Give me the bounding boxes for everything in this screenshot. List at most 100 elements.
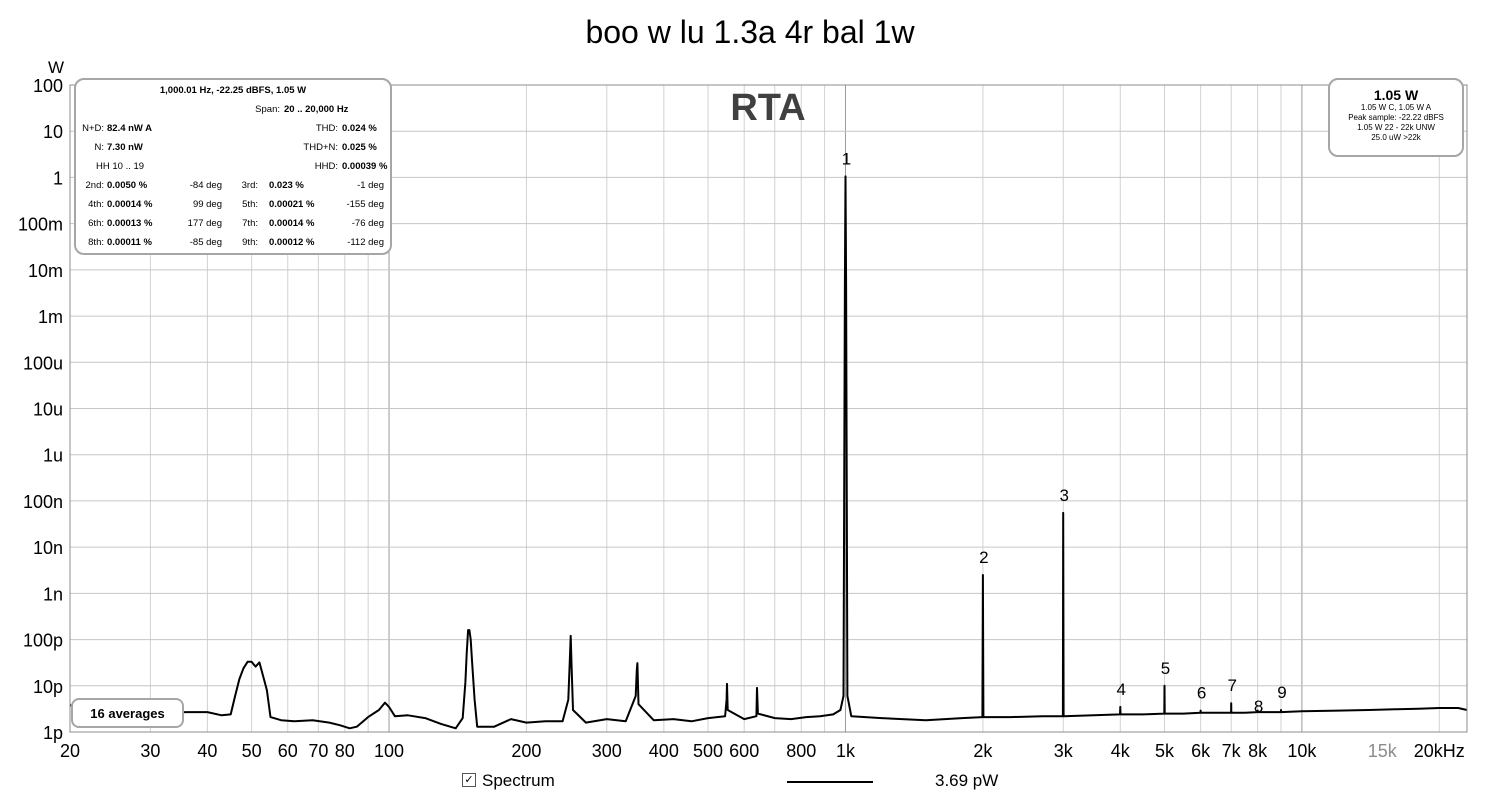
y-tick-label: 100m [18, 215, 63, 235]
x-tick-label: 200 [511, 741, 541, 761]
y-tick-label: 1m [38, 307, 63, 327]
y-tick-label: 10m [28, 261, 63, 281]
harmonic-d1: 177 deg [187, 218, 222, 229]
plot-frame [69, 84, 1468, 733]
harmonic-d2: -155 deg [346, 199, 384, 210]
harmonic-d1: -84 deg [189, 180, 222, 191]
harmonic-v1: 0.0050 % [107, 180, 148, 191]
y-tick-label: 1u [43, 446, 63, 466]
legend-cursor-value: 3.69 pW [935, 771, 999, 790]
y-tick-label: 100u [23, 353, 63, 373]
harmonic-row: 2nd: 0.0050 % -84 deg 3rd: 0.023 % -1 deg [76, 177, 390, 195]
n-value: 7.30 nW [107, 142, 143, 153]
x-axis-ticks: 20 30 40 50 60 70 80 100 200 300 400 500 600 800 1k 2k 3… [60, 741, 1465, 761]
harmonic-markers: 1 2 3 4 5 6 789 [842, 149, 1287, 715]
harmonic-v2: 0.00021 % [269, 199, 315, 210]
rta-watermark: RTA [730, 87, 805, 129]
harmonic-v2: 0.00012 % [269, 237, 315, 248]
x-tick-label: 30 [140, 741, 160, 761]
harmonic-marker-label: 6 [1197, 684, 1206, 703]
x-tick-label: 20 [60, 741, 80, 761]
harmonic-d2: -76 deg [351, 218, 384, 229]
x-tick-label: 7k [1222, 741, 1242, 761]
harmonic-l1: 6th: [88, 218, 104, 229]
y-tick-label: 1 [53, 168, 63, 188]
chart-title: boo w lu 1.3a 4r bal 1w [585, 14, 915, 50]
y-tick-label: 1p [43, 723, 63, 743]
spectrum-checkbox[interactable]: ✓ [462, 773, 476, 787]
level-unweighted: 1.05 W 22 - 22k UNW [1357, 123, 1435, 132]
thdn-label: THD+N: [303, 142, 338, 153]
spectrum-series-line [69, 175, 1468, 730]
x-tick-label: 100 [374, 741, 404, 761]
hhd-value: 0.00039 % [342, 161, 388, 172]
x-tick-label: 8k [1248, 741, 1268, 761]
harmonic-v1: 0.00014 % [107, 199, 153, 210]
x-tick-label: 400 [649, 741, 679, 761]
info-header: 1,000.01 Hz, -22.25 dBFS, 1.05 W [159, 85, 307, 96]
harmonic-marker-label: 7 [1227, 676, 1236, 695]
x-tick-label: 5k [1155, 741, 1175, 761]
level-peak-sample: Peak sample: -22.22 dBFS [1348, 113, 1444, 122]
y-unit-label: W [48, 58, 64, 77]
harmonic-v1: 0.00013 % [107, 218, 153, 229]
level-above-22k: 25.0 uW >22k [1371, 133, 1421, 142]
harmonic-row: 6th: 0.00013 % 177 deg 7th: 0.00014 % -76 deg [76, 215, 390, 233]
averages-badge: 16 averages [71, 698, 184, 728]
y-tick-label: 1n [43, 584, 63, 604]
x-tick-label: 4k [1111, 741, 1131, 761]
measurement-info-panel: 1,000.01 Hz, -22.25 dBFS, 1.05 W Span: 2… [74, 78, 392, 255]
y-tick-label: 10 [43, 122, 63, 142]
harmonic-l2: 7th: [242, 218, 258, 229]
x-tick-label: 800 [786, 741, 816, 761]
harmonic-l1: 2nd: [85, 180, 105, 191]
y-axis-ticks: 100 10 1 100m 10m 1m 100u 10u 1u 100n 10n 1n 100p 10p… [18, 76, 63, 743]
harmonic-d1: -85 deg [189, 237, 222, 248]
x-tick-label: 40 [197, 741, 217, 761]
span-value: 20 .. 20,000 Hz [284, 104, 349, 115]
x-tick-label: 50 [242, 741, 262, 761]
y-tick-label: 100 [33, 76, 63, 96]
x-tick-label: 2k [973, 741, 993, 761]
hh-label: HH 10 .. 19 [96, 161, 145, 172]
harmonic-l2: 9th: [242, 237, 258, 248]
level-main-value: 1.05 W [1373, 87, 1419, 103]
y-tick-label: 10p [33, 677, 63, 697]
harmonic-marker-label: 4 [1117, 680, 1126, 699]
x-tick-label: 3k [1054, 741, 1074, 761]
y-tick-label: 10u [33, 400, 63, 420]
x-tick-label: 70 [308, 741, 328, 761]
nd-value: 82.4 nW A [107, 123, 153, 134]
nd-label: N+D: [82, 123, 104, 134]
harmonic-l2: 5th: [242, 199, 258, 210]
legend: ✓ Spectrum 3.69 pW [0, 770, 1500, 796]
hhd-label: HHD: [314, 161, 338, 172]
harmonic-l1: 4th: [88, 199, 104, 210]
harmonic-v2: 0.023 % [269, 180, 304, 191]
harmonic-row: 4th: 0.00014 % 99 deg 5th: 0.00021 % -155 deg [76, 196, 390, 214]
x-tick-label: 600 [729, 741, 759, 761]
x-tick-label: 1k [836, 741, 856, 761]
legend-line-swatch [787, 781, 873, 783]
x-tick-label: 500 [693, 741, 723, 761]
harmonic-v2: 0.00014 % [269, 218, 315, 229]
harmonic-marker-label: 1 [842, 149, 851, 168]
harmonic-marker-label: 8 [1254, 697, 1263, 716]
harmonic-l1: 8th: [88, 237, 104, 248]
harmonic-v1: 0.00011 % [107, 237, 152, 248]
x-tick-label: 10k [1287, 741, 1317, 761]
y-tick-label: 100p [23, 631, 63, 651]
harmonic-marker-label: 5 [1161, 659, 1170, 678]
thd-label: THD: [315, 123, 338, 134]
y-tick-label: 10n [33, 538, 63, 558]
level-weighted: 1.05 W C, 1.05 W A [1360, 103, 1432, 112]
x-tick-label: 60 [278, 741, 298, 761]
x-tick-label: 300 [592, 741, 622, 761]
span-label: Span: [255, 104, 280, 115]
x-tick-label: 6k [1191, 741, 1211, 761]
thdn-value: 0.025 % [342, 142, 377, 153]
x-tick-label: 20kHz [1414, 741, 1465, 761]
level-panel: 1.05 W 1.05 W C, 1.05 W A Peak sample: -… [1328, 78, 1464, 157]
harmonic-marker-label: 2 [979, 548, 988, 567]
